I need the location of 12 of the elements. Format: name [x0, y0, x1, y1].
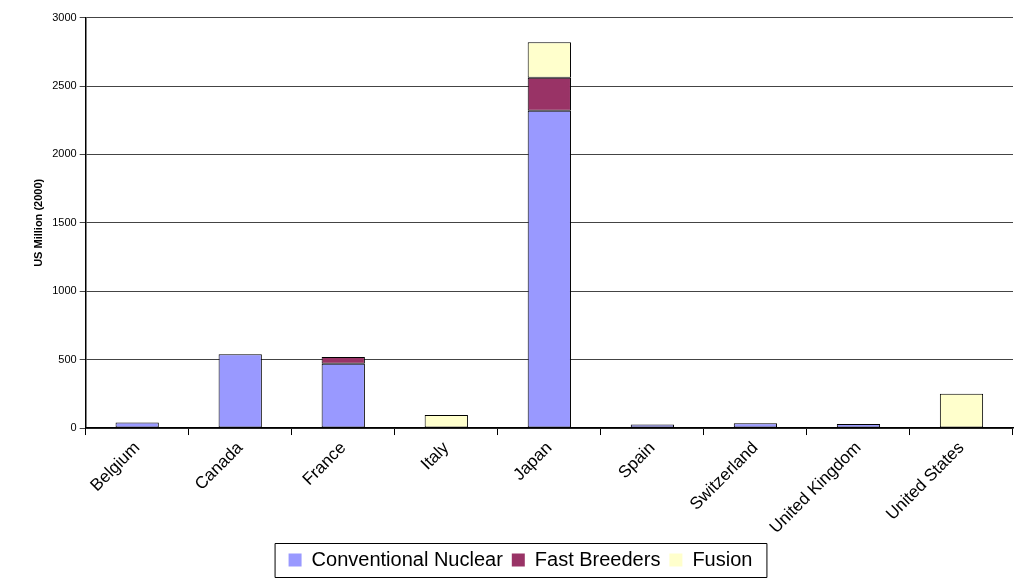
- legend-label: Conventional Nuclear: [311, 547, 504, 570]
- y-tick-label: 1000: [52, 284, 77, 297]
- y-axis-title: US Million (2000): [31, 178, 44, 267]
- x-tick-label: Italy: [416, 437, 453, 474]
- y-tick-label: 2000: [52, 147, 77, 160]
- y-tick-label: 1500: [52, 215, 77, 228]
- y-tick-label: 2500: [52, 79, 77, 92]
- y-tick-label: 500: [58, 352, 77, 365]
- legend-label: Fast Breeders: [534, 547, 661, 570]
- y-tick-label: 0: [70, 421, 77, 434]
- legend-label: Fusion: [692, 547, 753, 570]
- y-tick-label: 3000: [52, 10, 77, 23]
